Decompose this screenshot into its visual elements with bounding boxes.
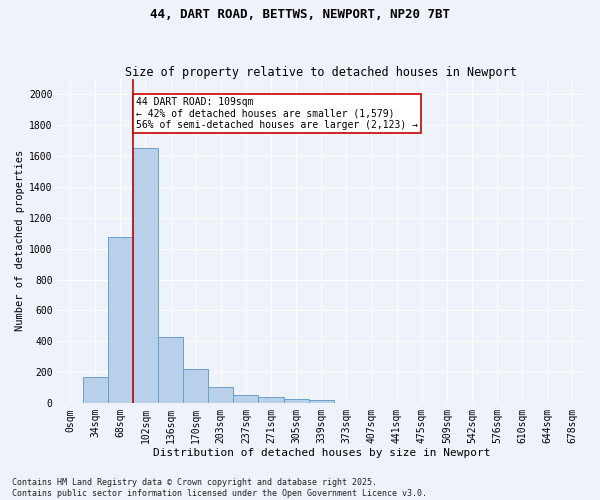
Y-axis label: Number of detached properties: Number of detached properties (15, 150, 25, 332)
Bar (233, 394, 259, 403)
Text: Contains HM Land Registry data © Crown copyright and database right 2025.
Contai: Contains HM Land Registry data © Crown c… (12, 478, 427, 498)
Text: 44 DART ROAD: 109sqm
← 42% of detached houses are smaller (1,579)
56% of semi-de: 44 DART ROAD: 109sqm ← 42% of detached h… (136, 97, 418, 130)
Bar (183, 369, 208, 403)
Bar (133, 148, 158, 403)
Bar (284, 400, 309, 403)
Title: Size of property relative to detached houses in Newport: Size of property relative to detached ho… (125, 66, 517, 78)
X-axis label: Distribution of detached houses by size in Newport: Distribution of detached houses by size … (152, 448, 490, 458)
Bar (208, 387, 233, 403)
Bar (83, 377, 108, 403)
Text: 44, DART ROAD, BETTWS, NEWPORT, NP20 7BT: 44, DART ROAD, BETTWS, NEWPORT, NP20 7BT (150, 8, 450, 20)
Bar (158, 336, 183, 403)
Bar (108, 237, 133, 403)
Bar (309, 400, 334, 403)
Bar (259, 397, 284, 403)
